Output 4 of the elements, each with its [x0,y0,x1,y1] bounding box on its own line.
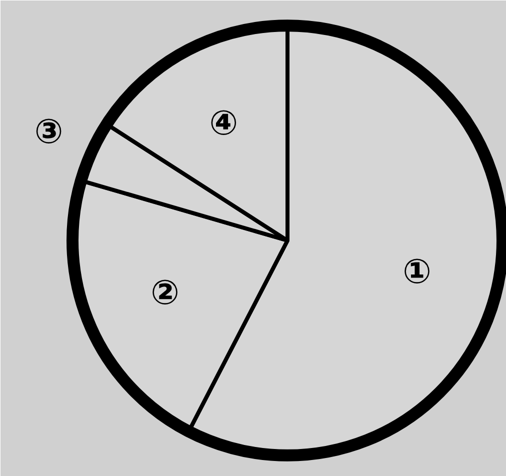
slice-label: ③ [34,112,64,152]
slice-label: ④ [209,103,238,144]
slice-label: ② [150,273,180,314]
slice-label: ① [402,252,432,292]
